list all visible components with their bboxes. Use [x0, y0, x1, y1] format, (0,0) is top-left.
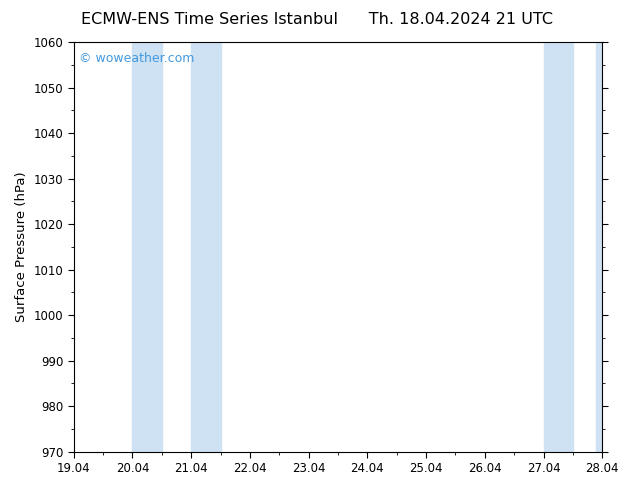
Bar	[133, 42, 162, 452]
Text: ECMW-ENS Time Series Istanbul      Th. 18.04.2024 21 UTC: ECMW-ENS Time Series Istanbul Th. 18.04.…	[81, 12, 553, 27]
Text: © woweather.com: © woweather.com	[79, 52, 195, 65]
Y-axis label: Surface Pressure (hPa): Surface Pressure (hPa)	[15, 172, 28, 322]
Bar	[597, 42, 620, 452]
Bar	[543, 42, 573, 452]
Bar	[191, 42, 221, 452]
